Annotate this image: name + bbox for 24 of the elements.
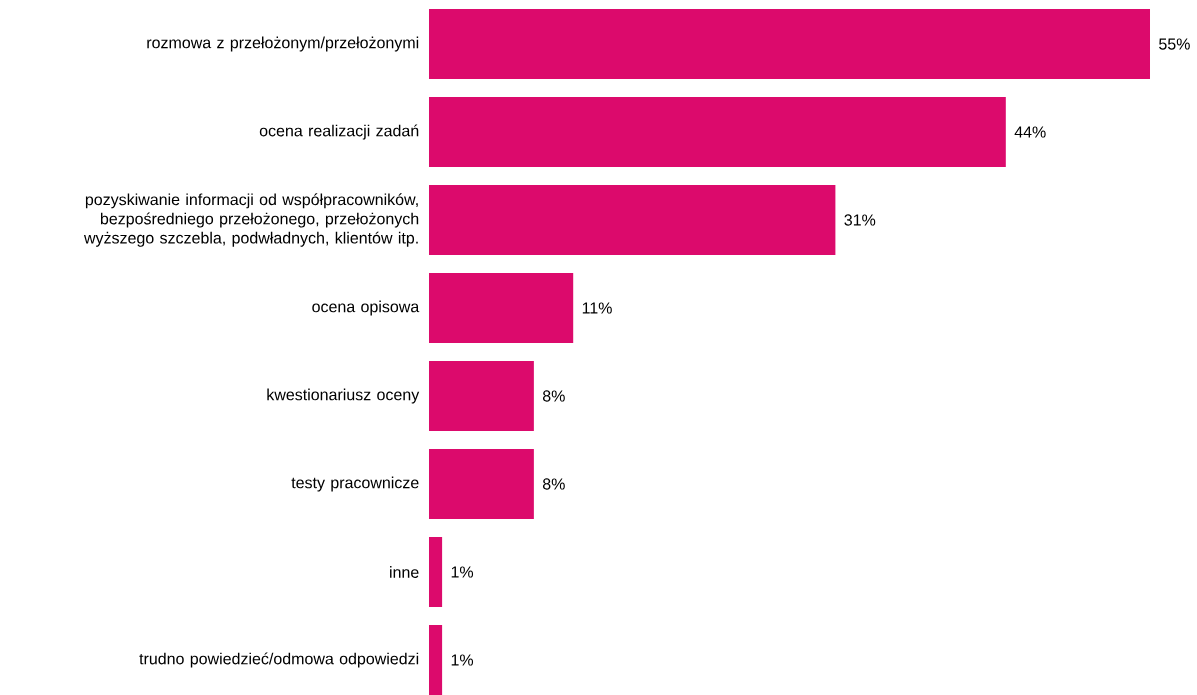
y-tick-label: pozyskiwanie informacji od współpracowników, bezpośredniego przełożonego, przełożonych wyższego szczebla, podwładnych, klientów itp. — [83, 193, 419, 247]
data-label: 1% — [451, 566, 474, 578]
y-tick-label: testy pracownicze — [291, 476, 419, 492]
y-tick-label: rozmowa z przełożonym/przełożonymi — [147, 36, 419, 52]
bar — [429, 273, 574, 344]
y-tick-label: kwestionariusz oceny — [267, 388, 420, 404]
data-label: 11% — [582, 302, 612, 314]
y-tick-label: trudno powiedzieć/odmowa odpowiedzi — [139, 652, 419, 668]
data-label: 31% — [844, 214, 876, 226]
data-label: 8% — [542, 478, 565, 490]
data-label: 55% — [1159, 38, 1190, 50]
y-tick-label: ocena opisowa — [312, 300, 420, 316]
y-tick-label: inne — [390, 566, 419, 578]
bar — [429, 537, 443, 608]
y-tick-label: ocena realizacji zadań — [259, 124, 419, 140]
data-label: 8% — [542, 390, 565, 402]
bar — [429, 9, 1151, 80]
bar — [429, 449, 534, 520]
bar — [429, 185, 836, 256]
bar — [429, 97, 1006, 168]
data-label: 44% — [1014, 126, 1046, 138]
bar — [429, 361, 534, 432]
data-label: 1% — [451, 654, 474, 666]
bar — [429, 625, 443, 695]
